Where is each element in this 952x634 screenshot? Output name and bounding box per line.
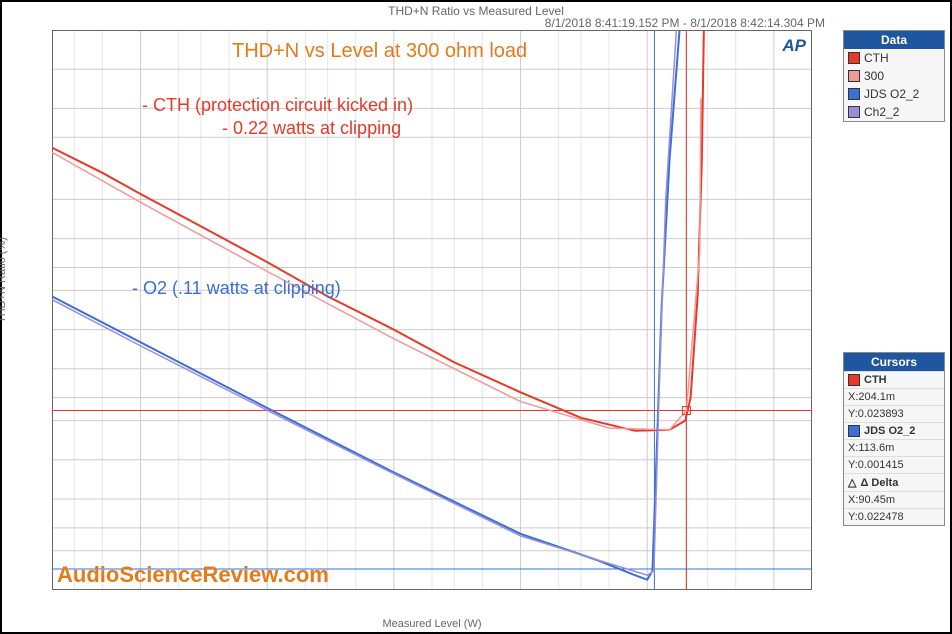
cursor-row: Y:0.022478 (844, 508, 944, 525)
cursors-header: Cursors (844, 353, 944, 371)
plot-area[interactable]: 10u100u1m10m100m10.0010.0020.0030.0050.0… (52, 30, 812, 590)
timestamp: 8/1/2018 8:41:19.152 PM - 8/1/2018 8:42:… (545, 16, 825, 30)
watermark: AudioScienceReview.com (57, 562, 329, 588)
y-axis-label: THD+N Ratio (%) (0, 237, 8, 323)
legend-item[interactable]: CTH (844, 49, 944, 67)
legend-item[interactable]: Ch2_2 (844, 103, 944, 121)
cursor-row: X:113.6m (844, 439, 944, 456)
legend-item[interactable]: JDS O2_2 (844, 85, 944, 103)
cursor-row: JDS O2_2 (844, 422, 944, 439)
x-axis-label: Measured Level (W) (52, 618, 812, 630)
cursor-row: X:204.1m (844, 388, 944, 405)
ap-logo: AP (782, 36, 806, 56)
cursor-row: Y:0.001415 (844, 456, 944, 473)
app-frame: THD+N Ratio vs Measured Level 8/1/2018 8… (0, 0, 952, 634)
cursor-row: X:90.45m (844, 491, 944, 508)
legend-item[interactable]: 300 (844, 67, 944, 85)
annotation-o2: - O2 (.11 watts at clipping) (132, 278, 341, 299)
cursor-row: △Δ Delta (844, 473, 944, 491)
annotation-cth-2: - 0.22 watts at clipping (222, 118, 401, 139)
annotation-cth-1: - CTH (protection circuit kicked in) (142, 95, 413, 116)
legend-panel: Data CTH300JDS O2_2Ch2_2 (843, 30, 945, 122)
cursor-row: CTH (844, 371, 944, 388)
cursors-panel: Cursors CTHX:204.1mY:0.023893JDS O2_2X:1… (843, 352, 945, 526)
legend-header: Data (844, 31, 944, 49)
cursor-row: Y:0.023893 (844, 405, 944, 422)
annotation-title: THD+N vs Level at 300 ohm load (232, 40, 527, 63)
